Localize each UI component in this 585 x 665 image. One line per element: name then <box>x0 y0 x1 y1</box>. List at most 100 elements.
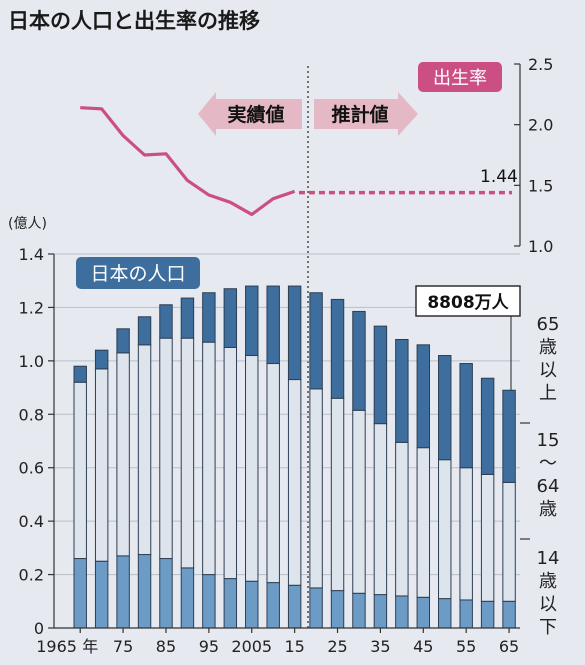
bar-segment-working <box>94 368 109 562</box>
bar-segment-elderly <box>480 377 495 475</box>
birthrate-tick-label: 1.0 <box>528 237 553 256</box>
bar-segment-working <box>438 459 452 600</box>
bar-segment-elderly <box>202 292 216 343</box>
bar-segment-working <box>352 409 366 594</box>
x-tick-label: 15 <box>284 637 304 656</box>
bar-segment-working <box>223 347 238 580</box>
bar-segment-children <box>395 595 409 629</box>
bar-segment-children <box>137 554 152 629</box>
bar-segment-elderly <box>116 328 130 354</box>
bar-segment-children <box>180 567 195 629</box>
x-tick-label: 35 <box>370 637 390 656</box>
legend-char: 65 <box>537 314 560 335</box>
bar-segment-working <box>287 379 302 586</box>
birthrate-tick-label: 2.0 <box>528 116 553 135</box>
legend-char: 上 <box>539 383 557 404</box>
birthrate-tag-bg <box>418 62 502 92</box>
bar-segment-children <box>502 600 516 629</box>
population-tick-label: 1.2 <box>19 298 44 317</box>
projection-label: 推計値 <box>331 103 388 126</box>
population-tag: 日本の人口 <box>90 263 185 285</box>
bar-segment-working <box>137 344 152 556</box>
bar-segment-elderly <box>309 292 323 390</box>
x-tick-label: 1965 <box>36 637 77 656</box>
x-axis-suffix: 年 <box>82 637 98 656</box>
x-tick-label: 55 <box>456 637 476 656</box>
x-tick-label: 75 <box>113 637 133 656</box>
bar-segment-children <box>416 596 431 629</box>
bar-segment-children <box>480 600 495 629</box>
population-tick-label: 1.4 <box>19 245 44 264</box>
bar-segment-working <box>459 467 473 601</box>
bar-segment-children <box>223 578 238 629</box>
bar-segment-children <box>287 584 302 629</box>
legend-char: 14 <box>537 548 560 569</box>
bar-segment-elderly <box>373 325 388 425</box>
legend-char: 15 <box>537 430 560 451</box>
population-tick-label: 0.8 <box>19 405 44 424</box>
population-tick-label: 0 <box>34 619 44 638</box>
birthrate-tag: 出生率 <box>433 68 487 89</box>
bar-segment-elderly <box>330 298 345 399</box>
population-unit: (億人) <box>8 216 47 232</box>
bar-segment-elderly <box>245 285 259 357</box>
bar-segment-elderly <box>502 389 516 483</box>
bar-segment-working <box>416 447 431 598</box>
bar-segment-working <box>395 441 409 597</box>
actual-label: 実績値 <box>227 103 284 126</box>
population-tag-bg <box>76 257 200 289</box>
bar-segment-children <box>352 592 366 629</box>
x-tick-label: 95 <box>199 637 219 656</box>
legend-char: 以 <box>539 360 557 381</box>
birthrate-line-actual <box>80 106 296 217</box>
bar-segment-working <box>266 363 280 584</box>
bar-segment-elderly <box>73 365 87 383</box>
bar-segment-elderly <box>438 355 452 461</box>
birthrate-tick-label: 1.5 <box>528 176 553 195</box>
bar-segment-working <box>480 473 495 602</box>
bar-segment-working <box>245 355 259 582</box>
x-tick-label: 85 <box>156 637 176 656</box>
projection-arrow <box>314 92 418 136</box>
bar-segment-elderly <box>395 338 409 443</box>
bar-segment-elderly <box>459 363 473 469</box>
actual-arrow <box>198 92 302 136</box>
bar-segment-working <box>73 381 87 560</box>
x-tick-label: 25 <box>327 637 347 656</box>
bar-segment-working <box>373 423 388 596</box>
bar-segment-children <box>266 582 280 629</box>
bar-segment-children <box>309 587 323 629</box>
bar-segment-working <box>502 481 516 602</box>
bar-segment-children <box>245 580 259 629</box>
chart-title: 日本の人口と出生率の推移 <box>8 9 260 33</box>
bar-segment-children <box>459 599 473 629</box>
bar-segment-children <box>202 574 216 629</box>
bar-segment-children <box>330 590 345 629</box>
x-tick-label: 45 <box>413 637 433 656</box>
population-tick-label: 0.6 <box>19 459 44 478</box>
legend-char: 以 <box>539 594 557 615</box>
legend-char: 歳 <box>539 337 557 358</box>
bar-segment-elderly <box>94 349 109 370</box>
bar-segment-elderly <box>137 316 152 346</box>
final-value-box <box>415 285 521 317</box>
legend-working: 15～64歳 <box>537 430 560 520</box>
bar-segment-children <box>373 594 388 629</box>
legend-char: 下 <box>539 617 557 638</box>
population-tick-label: 0.4 <box>19 512 44 531</box>
legend-char: 歳 <box>539 571 557 592</box>
population-tick-label: 0.2 <box>19 566 44 585</box>
bar-segment-working <box>202 341 216 576</box>
bar-segment-working <box>309 388 323 589</box>
bar-segment-elderly <box>287 285 302 381</box>
bar-segment-children <box>438 598 452 629</box>
legend-char: 64 <box>537 476 560 497</box>
x-tick-label: 2005 <box>231 637 272 656</box>
bar-segment-elderly <box>180 297 195 339</box>
final-birthrate-label: 1.44 <box>480 167 518 187</box>
bar-segment-children <box>94 560 109 629</box>
x-tick-label: 65 <box>499 637 519 656</box>
